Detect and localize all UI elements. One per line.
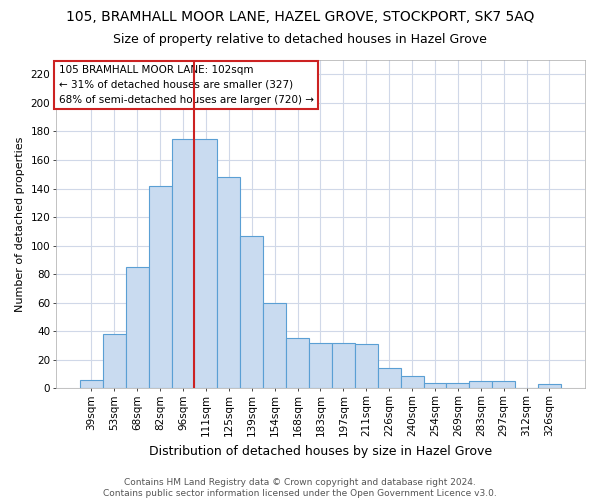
X-axis label: Distribution of detached houses by size in Hazel Grove: Distribution of detached houses by size … (149, 444, 492, 458)
Bar (263, 303, 286, 388)
Text: 105, BRAMHALL MOOR LANE, HAZEL GROVE, STOCKPORT, SK7 5AQ: 105, BRAMHALL MOOR LANE, HAZEL GROVE, ST… (66, 10, 534, 24)
Bar (492, 382, 515, 388)
Bar (355, 344, 377, 389)
Bar (538, 384, 561, 388)
Y-axis label: Number of detached properties: Number of detached properties (15, 136, 25, 312)
Bar (103, 334, 126, 388)
Bar (469, 382, 492, 388)
Bar (446, 383, 469, 388)
Bar (401, 376, 424, 388)
Bar (377, 368, 401, 388)
Bar (309, 343, 332, 388)
Bar (80, 380, 103, 388)
Text: Size of property relative to detached houses in Hazel Grove: Size of property relative to detached ho… (113, 32, 487, 46)
Bar (240, 236, 263, 388)
Bar (332, 343, 355, 388)
Bar (286, 338, 309, 388)
Bar (194, 138, 217, 388)
Bar (217, 177, 240, 388)
Text: 105 BRAMHALL MOOR LANE: 102sqm
← 31% of detached houses are smaller (327)
68% of: 105 BRAMHALL MOOR LANE: 102sqm ← 31% of … (59, 65, 314, 104)
Bar (149, 186, 172, 388)
Bar (172, 138, 194, 388)
Bar (126, 267, 149, 388)
Text: Contains HM Land Registry data © Crown copyright and database right 2024.
Contai: Contains HM Land Registry data © Crown c… (103, 478, 497, 498)
Bar (424, 383, 446, 388)
